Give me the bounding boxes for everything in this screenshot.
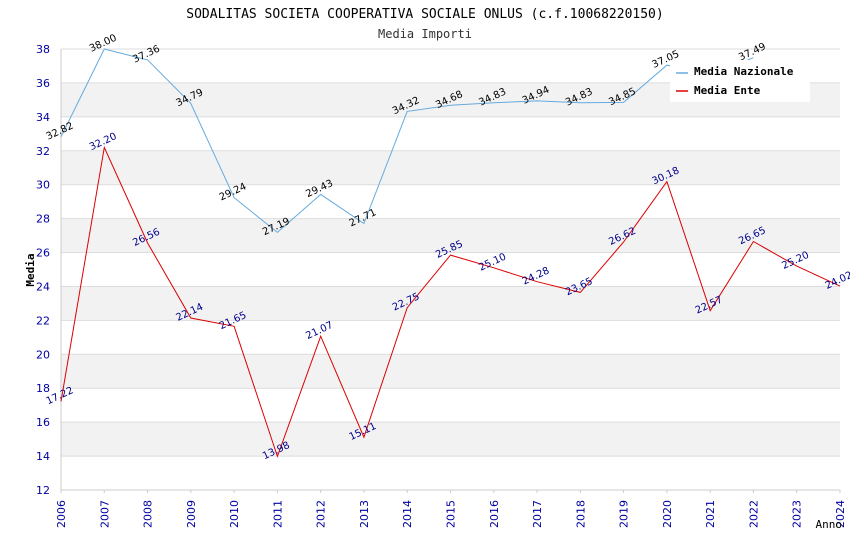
x-tick-label: 2009 — [185, 500, 198, 528]
legend: Media Nazionale Media Ente — [670, 60, 810, 102]
y-tick-label: 16 — [36, 416, 50, 429]
y-tick-label: 22 — [36, 314, 50, 327]
legend-label-ente: Media Ente — [694, 84, 761, 97]
y-tick-label: 34 — [36, 111, 50, 124]
grid-band — [61, 150, 840, 185]
y-tick-label: 24 — [36, 280, 50, 293]
y-axis-ticks: 12 14 16 18 20 22 24 26 28 30 32 34 36 38 — [36, 43, 50, 497]
y-tick-label: 32 — [36, 145, 50, 158]
x-tick-label: 2012 — [315, 500, 328, 528]
y-tick-label: 26 — [36, 247, 50, 260]
x-tick-label: 2014 — [401, 500, 414, 528]
legend-label-nazionale: Media Nazionale — [694, 65, 794, 78]
x-tick-label: 2008 — [142, 500, 155, 528]
x-tick-label: 2022 — [747, 500, 760, 528]
data-label: 32.20 — [88, 131, 119, 153]
x-tick-label: 2017 — [531, 500, 544, 528]
y-tick-label: 28 — [36, 213, 50, 226]
grid-band — [61, 422, 840, 457]
series-line-ente — [60, 145, 841, 458]
data-label: 25.20 — [780, 250, 811, 272]
x-tick-label: 2015 — [445, 500, 458, 528]
data-label: 37.36 — [131, 44, 162, 66]
y-axis-label: Media — [24, 253, 37, 286]
x-tick-label: 2018 — [574, 500, 587, 528]
grid-band — [61, 354, 840, 389]
y-tick-label: 38 — [36, 43, 50, 56]
x-tick-label: 2024 — [834, 500, 847, 528]
x-tick-label: 2010 — [228, 500, 241, 528]
y-tick-label: 36 — [36, 77, 50, 90]
x-tick-label: 2020 — [661, 500, 674, 528]
x-tick-label: 2013 — [358, 500, 371, 528]
y-tick-label: 20 — [36, 348, 50, 361]
y-tick-label: 30 — [36, 179, 50, 192]
legend-box — [670, 60, 810, 102]
x-tick-label: 2006 — [55, 500, 68, 528]
grid-band — [61, 286, 840, 321]
x-tick-label: 2023 — [791, 500, 804, 528]
x-tick-label: 2007 — [98, 500, 111, 528]
data-label: 25.10 — [477, 252, 508, 274]
x-axis-ticks: 2006 2007 2008 2009 2010 2011 2012 2013 2014 2015… — [55, 490, 847, 528]
x-tick-label: 2011 — [271, 500, 284, 528]
x-tick-label: 2019 — [618, 500, 631, 528]
grid-bands — [61, 82, 840, 457]
y-tick-label: 14 — [36, 450, 50, 463]
y-tick-label: 12 — [36, 484, 50, 497]
y-tick-label: 18 — [36, 382, 50, 395]
x-axis-label: Anno — [816, 518, 843, 531]
x-tick-label: 2021 — [704, 500, 717, 528]
grid-band — [61, 218, 840, 253]
chart-subtitle: Media Importi — [378, 27, 472, 41]
series-line-nazionale — [60, 48, 754, 234]
chart-title: SODALITAS SOCIETA COOPERATIVA SOCIALE ON… — [186, 7, 663, 22]
data-label: 32.82 — [45, 121, 76, 143]
x-tick-label: 2016 — [488, 500, 501, 528]
